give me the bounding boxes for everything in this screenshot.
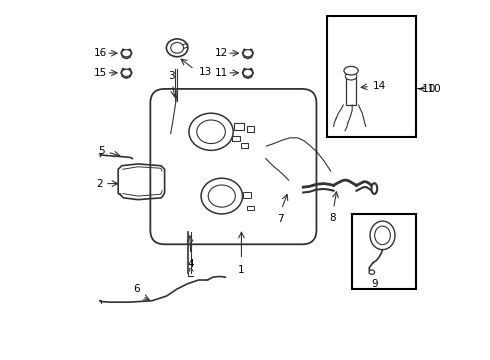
Ellipse shape [370, 221, 395, 249]
Text: 12: 12 [215, 48, 228, 58]
Bar [232, 136, 241, 141]
Ellipse shape [243, 50, 252, 57]
Ellipse shape [201, 178, 243, 214]
Text: ─ 10: ─ 10 [418, 84, 441, 94]
Ellipse shape [167, 39, 188, 57]
Text: 7: 7 [277, 214, 284, 224]
Bar [352, 214, 416, 289]
Text: 3: 3 [169, 71, 175, 81]
Bar [327, 16, 416, 137]
Text: 4: 4 [187, 259, 194, 269]
Text: 8: 8 [330, 213, 336, 223]
Ellipse shape [243, 69, 252, 76]
Ellipse shape [345, 73, 357, 80]
Bar [247, 126, 254, 132]
Bar [346, 78, 356, 105]
Ellipse shape [371, 183, 377, 194]
Text: 2: 2 [96, 179, 102, 189]
Text: ─10: ─10 [416, 84, 435, 94]
Text: 16: 16 [94, 48, 107, 58]
Ellipse shape [122, 50, 131, 57]
Text: 9: 9 [371, 279, 378, 289]
Bar [242, 143, 248, 148]
Bar [234, 123, 244, 130]
Ellipse shape [208, 185, 235, 207]
Text: 13: 13 [199, 67, 213, 77]
Text: 1: 1 [238, 265, 245, 275]
Ellipse shape [375, 226, 391, 245]
Ellipse shape [171, 42, 184, 53]
Bar [243, 192, 251, 198]
Ellipse shape [122, 69, 131, 76]
Text: 11: 11 [215, 68, 228, 78]
Ellipse shape [344, 66, 358, 75]
Text: 14: 14 [373, 81, 386, 91]
Text: 6: 6 [133, 284, 140, 294]
Ellipse shape [189, 113, 233, 150]
Text: 5: 5 [98, 146, 105, 156]
Ellipse shape [369, 270, 375, 274]
Bar [247, 206, 254, 210]
Text: 15: 15 [94, 68, 107, 78]
Ellipse shape [197, 120, 225, 144]
FancyBboxPatch shape [150, 89, 317, 244]
